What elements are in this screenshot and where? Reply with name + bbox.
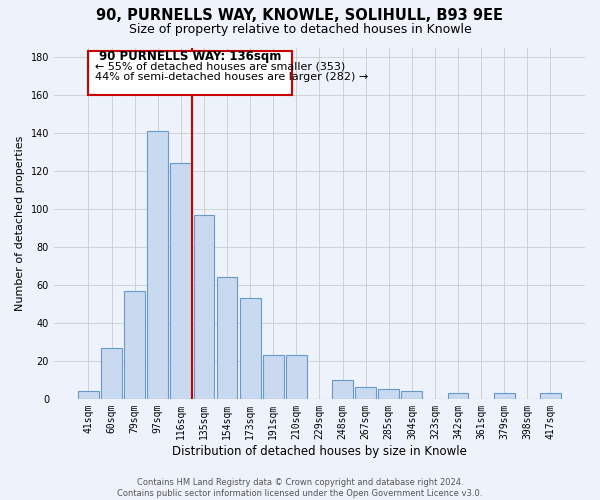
Text: Contains HM Land Registry data © Crown copyright and database right 2024.
Contai: Contains HM Land Registry data © Crown c… bbox=[118, 478, 482, 498]
Bar bbox=[540, 393, 561, 399]
Bar bbox=[240, 298, 260, 399]
Text: 90, PURNELLS WAY, KNOWLE, SOLIHULL, B93 9EE: 90, PURNELLS WAY, KNOWLE, SOLIHULL, B93 … bbox=[97, 8, 503, 22]
Text: ← 55% of detached houses are smaller (353): ← 55% of detached houses are smaller (35… bbox=[95, 62, 346, 72]
Bar bbox=[101, 348, 122, 399]
Bar bbox=[263, 355, 284, 399]
Bar bbox=[78, 391, 99, 399]
Bar bbox=[148, 131, 168, 399]
Bar bbox=[401, 391, 422, 399]
Text: 90 PURNELLS WAY: 136sqm: 90 PURNELLS WAY: 136sqm bbox=[99, 50, 281, 64]
Bar bbox=[332, 380, 353, 399]
Bar bbox=[355, 388, 376, 399]
X-axis label: Distribution of detached houses by size in Knowle: Distribution of detached houses by size … bbox=[172, 444, 467, 458]
Bar bbox=[494, 393, 515, 399]
Bar bbox=[286, 355, 307, 399]
FancyBboxPatch shape bbox=[88, 52, 292, 95]
Bar bbox=[194, 214, 214, 399]
Bar bbox=[217, 278, 238, 399]
Text: Size of property relative to detached houses in Knowle: Size of property relative to detached ho… bbox=[128, 22, 472, 36]
Bar bbox=[448, 393, 469, 399]
Bar bbox=[379, 390, 399, 399]
Text: 44% of semi-detached houses are larger (282) →: 44% of semi-detached houses are larger (… bbox=[95, 72, 368, 82]
Y-axis label: Number of detached properties: Number of detached properties bbox=[15, 136, 25, 311]
Bar bbox=[170, 164, 191, 399]
Bar bbox=[124, 290, 145, 399]
